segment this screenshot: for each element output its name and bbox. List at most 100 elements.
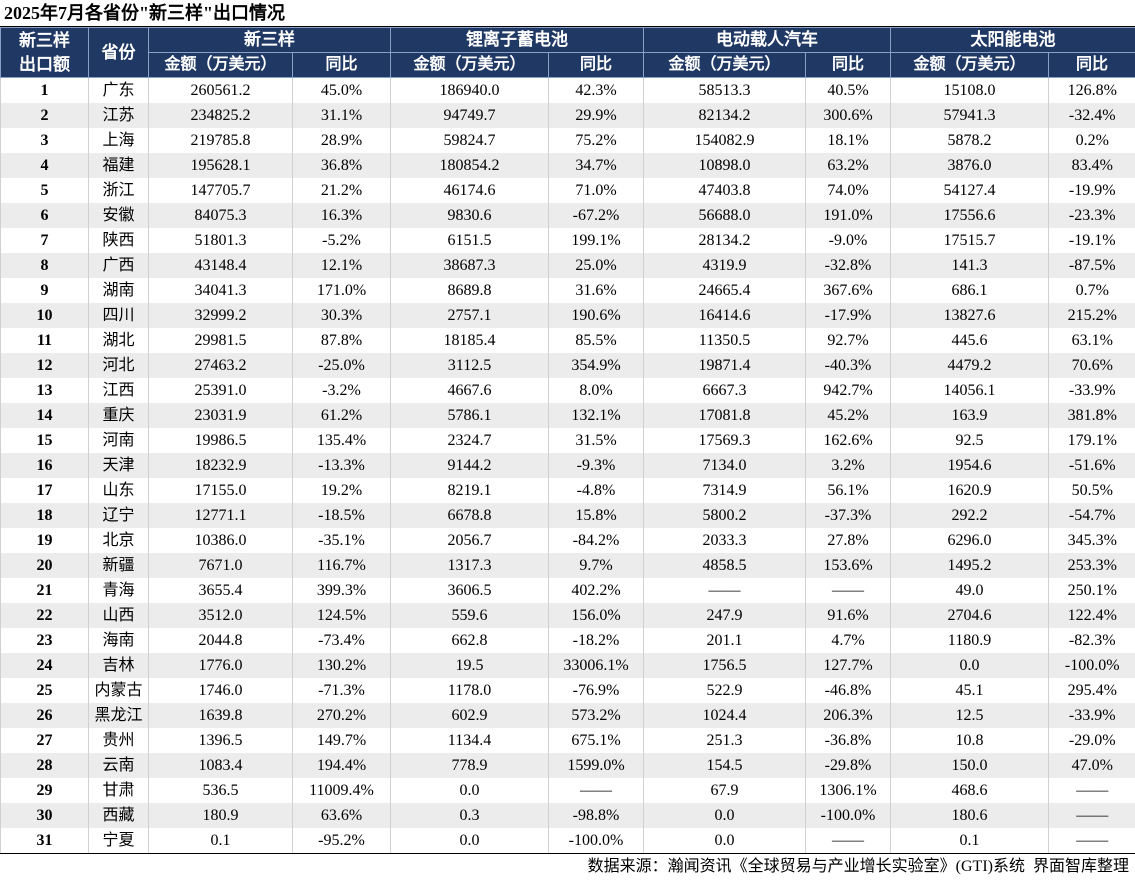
amount-cell: 1180.9 (891, 628, 1049, 653)
yoy-cell: 71.0% (549, 178, 644, 203)
amount-header: 金额（万美元） (391, 53, 549, 78)
amount-cell: 247.9 (644, 603, 806, 628)
amount-cell: 16414.6 (644, 303, 806, 328)
amount-cell: 1178.0 (391, 678, 549, 703)
province-cell: 甘肃 (89, 778, 149, 803)
amount-cell: 1317.3 (391, 553, 549, 578)
amount-cell: 234825.2 (149, 103, 293, 128)
province-cell: 青海 (89, 578, 149, 603)
yoy-cell: 300.6% (806, 103, 891, 128)
amount-header: 金额（万美元） (149, 53, 293, 78)
province-cell: 江苏 (89, 103, 149, 128)
amount-cell: 15108.0 (891, 78, 1049, 104)
title: 2025年7月各省份"新三样"出口情况 (0, 0, 1135, 27)
amount-cell: 662.8 (391, 628, 549, 653)
amount-cell: 2033.3 (644, 528, 806, 553)
yoy-cell: -100.0% (806, 803, 891, 828)
yoy-cell: -95.2% (293, 828, 391, 854)
yoy-cell: 250.1% (1049, 578, 1135, 603)
amount-cell: 94749.7 (391, 103, 549, 128)
yoy-cell: 215.2% (1049, 303, 1135, 328)
amount-cell: 67.9 (644, 778, 806, 803)
amount-cell: 12.5 (891, 703, 1049, 728)
yoy-cell: 87.8% (293, 328, 391, 353)
yoy-cell: 83.4% (1049, 153, 1135, 178)
yoy-cell: 126.8% (1049, 78, 1135, 104)
yoy-cell: 270.2% (293, 703, 391, 728)
amount-cell: 84075.3 (149, 203, 293, 228)
yoy-cell: 29.9% (549, 103, 644, 128)
rank-cell: 22 (1, 603, 89, 628)
province-cell: 辽宁 (89, 503, 149, 528)
amount-cell: 19.5 (391, 653, 549, 678)
table-header: 新三样出口额 省份 新三样锂离子蓄电池电动载人汽车太阳能电池 金额（万美元）同比… (1, 28, 1135, 78)
yoy-cell: —— (1049, 828, 1135, 854)
amount-cell: 1639.8 (149, 703, 293, 728)
yoy-cell: 122.4% (1049, 603, 1135, 628)
amount-cell: 260561.2 (149, 78, 293, 104)
yoy-cell: -25.0% (293, 353, 391, 378)
amount-cell: 150.0 (891, 753, 1049, 778)
yoy-cell: 191.0% (806, 203, 891, 228)
amount-cell: 6151.5 (391, 228, 549, 253)
yoy-cell: -19.1% (1049, 228, 1135, 253)
rank-cell: 2 (1, 103, 89, 128)
amount-cell: 0.0 (391, 778, 549, 803)
amount-cell: 14056.1 (891, 378, 1049, 403)
yoy-cell: -100.0% (1049, 653, 1135, 678)
yoy-cell: 91.6% (806, 603, 891, 628)
yoy-cell: 0.7% (1049, 278, 1135, 303)
rank-cell: 10 (1, 303, 89, 328)
rank-cell: 7 (1, 228, 89, 253)
amount-cell: 180.6 (891, 803, 1049, 828)
province-cell: 河北 (89, 353, 149, 378)
amount-cell: 49.0 (891, 578, 1049, 603)
amount-cell: 17155.0 (149, 478, 293, 503)
province-cell: 山西 (89, 603, 149, 628)
amount-cell: 602.9 (391, 703, 549, 728)
amount-cell: 2324.7 (391, 428, 549, 453)
rank-cell: 23 (1, 628, 89, 653)
amount-cell: 1954.6 (891, 453, 1049, 478)
amount-cell: 34041.3 (149, 278, 293, 303)
amount-cell: 0.3 (391, 803, 549, 828)
amount-cell: 7134.0 (644, 453, 806, 478)
yoy-cell: 399.3% (293, 578, 391, 603)
rank-cell: 21 (1, 578, 89, 603)
province-cell: 山东 (89, 478, 149, 503)
yoy-cell: -73.4% (293, 628, 391, 653)
rank-header-line: 新三样 (1, 29, 88, 53)
amount-cell: 147705.7 (149, 178, 293, 203)
yoy-cell: —— (806, 578, 891, 603)
rank-cell: 8 (1, 253, 89, 278)
yoy-cell: 31.6% (549, 278, 644, 303)
yoy-cell: 402.2% (549, 578, 644, 603)
yoy-cell: 21.2% (293, 178, 391, 203)
amount-cell: 2056.7 (391, 528, 549, 553)
yoy-cell: 75.2% (549, 128, 644, 153)
province-cell: 陕西 (89, 228, 149, 253)
amount-cell: 1756.5 (644, 653, 806, 678)
province-cell: 云南 (89, 753, 149, 778)
amount-cell: 536.5 (149, 778, 293, 803)
yoy-cell: 8.0% (549, 378, 644, 403)
source-note: 数据来源：瀚闻资讯《全球贸易与产业增长实验室》(GTI)系统 界面智库整理 (0, 854, 1135, 880)
yoy-cell: -54.7% (1049, 503, 1135, 528)
yoy-cell: -35.1% (293, 528, 391, 553)
